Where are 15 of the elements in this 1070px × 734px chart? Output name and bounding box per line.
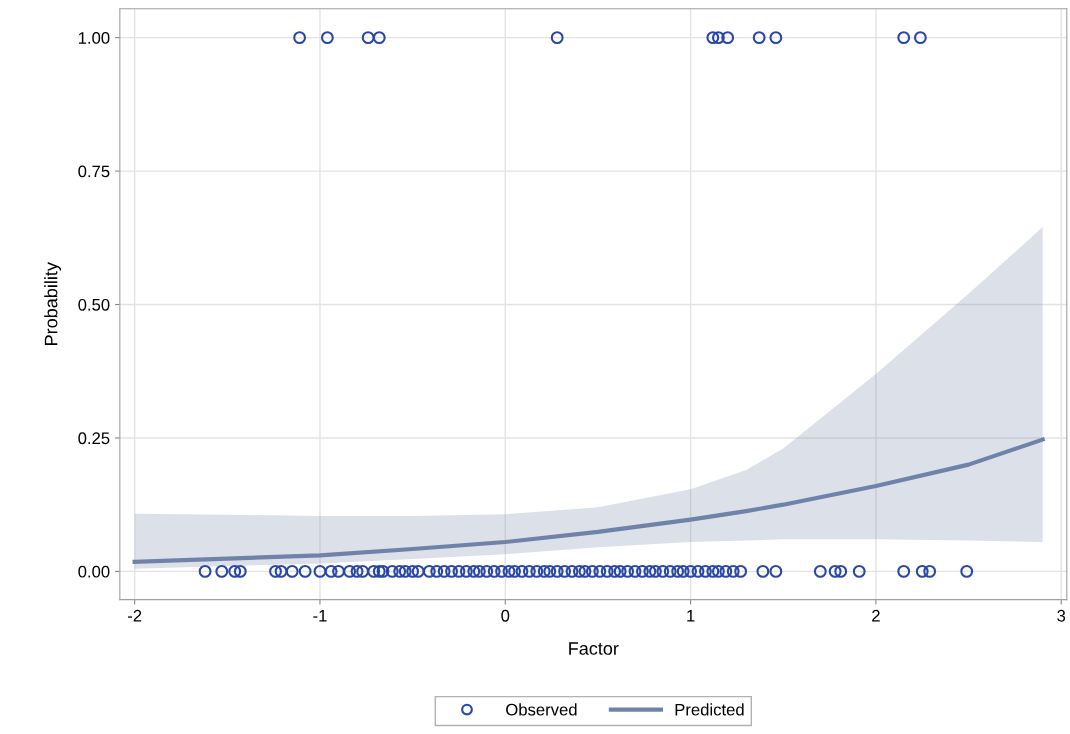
y-tick-label: 0.00 <box>78 565 110 578</box>
x-tick-label: 3 <box>1057 609 1066 622</box>
x-tick-label: -1 <box>313 610 327 622</box>
x-tick-label: 1 <box>687 610 695 622</box>
y-tick-label: 0.25 <box>78 432 110 445</box>
legend-label: Observed <box>506 703 577 716</box>
x-axis-title: Factor <box>569 642 619 655</box>
y-tick-label: 0.75 <box>78 165 110 178</box>
y-axis-title: Probability <box>44 262 62 345</box>
y-tick-label: 0.50 <box>78 298 110 311</box>
legend-label: Predicted <box>675 703 744 716</box>
y-tick-label: 1.00 <box>78 32 110 44</box>
x-tick-label: -2 <box>128 609 142 622</box>
x-tick-label: 0 <box>501 609 510 622</box>
x-tick-label: 2 <box>872 609 880 622</box>
